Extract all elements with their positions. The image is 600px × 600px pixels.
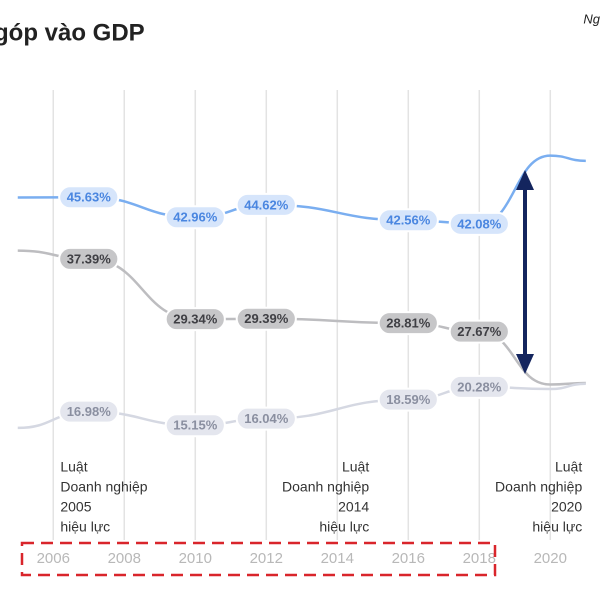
value-label: 16.98% <box>67 404 112 419</box>
value-label-bg <box>164 307 226 332</box>
corner-text: Ng <box>583 11 600 26</box>
annotation-line: 2020 <box>551 499 582 515</box>
chart-title: góp vào GDP <box>0 19 145 46</box>
value-label: 29.39% <box>244 311 289 326</box>
value-label: 29.34% <box>173 312 218 327</box>
value-label-bg <box>448 211 510 236</box>
value-label-bg <box>377 208 439 233</box>
value-label-bg <box>164 413 226 438</box>
value-label: 37.39% <box>67 251 112 266</box>
x-tick-label: 2012 <box>250 550 283 567</box>
value-label: 42.08% <box>457 216 502 231</box>
value-label-bg <box>164 205 226 230</box>
value-label: 45.63% <box>67 190 112 205</box>
x-tick-label: 2016 <box>392 550 425 567</box>
annotation-line: Doanh nghiệp <box>282 479 369 495</box>
annotation-line: hiệu lực <box>60 519 110 535</box>
annotation-line: Luật <box>60 459 87 475</box>
annotation-line: 2014 <box>338 499 369 515</box>
annotation-line: Luật <box>342 459 369 475</box>
x-tick-label: 2018 <box>463 550 496 567</box>
x-tick-label: 2014 <box>321 550 354 567</box>
value-label-bg <box>58 185 120 210</box>
value-label: 20.28% <box>457 379 502 394</box>
value-label: 16.04% <box>244 411 289 426</box>
value-label-bg <box>58 399 120 424</box>
highlight-box <box>20 541 497 577</box>
value-label: 44.62% <box>244 197 289 212</box>
annotation-line: Doanh nghiệp <box>495 479 582 495</box>
x-tick-label: 2010 <box>179 550 212 567</box>
value-label-bg <box>448 374 510 399</box>
value-label: 42.56% <box>386 213 431 228</box>
value-label-bg <box>235 192 297 217</box>
value-label: 15.15% <box>173 418 218 433</box>
x-tick-label: 2020 <box>534 550 567 567</box>
x-tick-label: 2006 <box>37 550 70 567</box>
value-label: 42.96% <box>173 210 218 225</box>
value-label-bg <box>448 319 510 344</box>
annotation-line: hiệu lực <box>532 519 582 535</box>
x-tick-label: 2008 <box>108 550 141 567</box>
value-label-bg <box>377 311 439 336</box>
annotation-line: Doanh nghiệp <box>60 479 147 495</box>
value-label-bg <box>58 246 120 271</box>
value-label-bg <box>235 406 297 431</box>
value-label: 18.59% <box>386 392 431 407</box>
value-label: 27.67% <box>457 324 502 339</box>
annotation-line: hiệu lực <box>319 519 369 535</box>
double-arrow <box>516 170 534 374</box>
value-label-bg <box>235 306 297 331</box>
value-label-bg <box>377 387 439 412</box>
annotation-line: Luật <box>555 459 582 475</box>
annotation-line: 2005 <box>60 499 91 515</box>
value-label: 28.81% <box>386 316 431 331</box>
